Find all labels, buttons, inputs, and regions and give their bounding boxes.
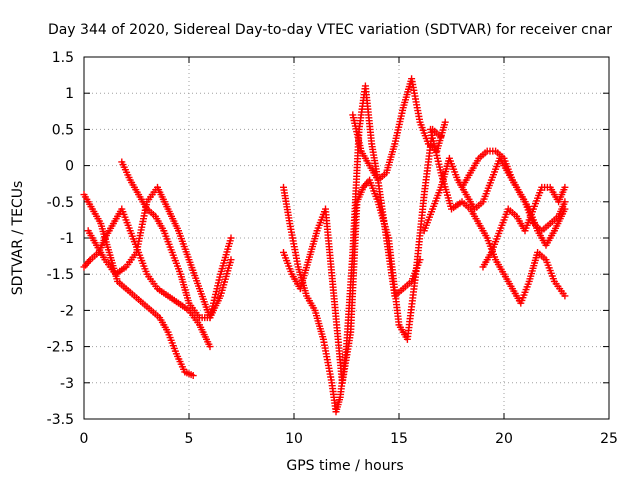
y-tick-label: -2 [60, 303, 74, 319]
data-points [80, 75, 569, 416]
series-11 [458, 147, 569, 249]
y-tick-label: -1.5 [47, 267, 74, 283]
data-point [206, 343, 214, 351]
series-9 [427, 125, 569, 307]
x-axis-label: GPS time / hours [286, 458, 403, 474]
y-tick-label: -0.5 [47, 195, 74, 211]
y-tick-label: 0.5 [52, 122, 74, 138]
data-point [227, 234, 235, 242]
x-tick-label: 15 [390, 431, 408, 447]
x-tick-label: 20 [495, 431, 513, 447]
x-tick-label: 0 [80, 431, 89, 447]
y-tick-label: -3 [60, 376, 74, 392]
y-tick-label: 1.5 [52, 50, 74, 66]
y-tick-label: 0 [65, 159, 74, 175]
plot-frame [83, 56, 610, 420]
axis-ticks [83, 56, 610, 420]
data-point [189, 372, 197, 380]
data-point [561, 292, 569, 300]
y-tick-label: -3.5 [47, 412, 74, 428]
chart-title: Day 344 of 2020, Sidereal Day-to-day VTE… [48, 22, 612, 38]
series-1 [80, 191, 197, 380]
series-7 [349, 75, 449, 184]
data-point [561, 205, 569, 213]
series-3 [84, 183, 235, 322]
x-tick-label: 25 [600, 431, 618, 447]
data-point [561, 183, 569, 191]
grid [84, 57, 609, 419]
y-tick-label: 1 [65, 86, 74, 102]
data-point [561, 198, 569, 206]
data-point [441, 118, 449, 126]
series-4 [118, 158, 235, 322]
x-tick-labels: 0 5 10 15 20 25 [80, 431, 618, 447]
series-6 [280, 125, 445, 387]
x-tick-label: 5 [185, 431, 194, 447]
x-tick-label: 10 [285, 431, 303, 447]
y-tick-label: -1 [60, 231, 74, 247]
y-axis-label: SDTVAR / TECUs [10, 181, 26, 296]
data-point [227, 256, 235, 264]
y-tick-labels: -3.5 -3 -2.5 -2 -1.5 -1 -0.5 0 0.5 1 1.5 [47, 50, 74, 428]
y-tick-label: -2.5 [47, 340, 74, 356]
